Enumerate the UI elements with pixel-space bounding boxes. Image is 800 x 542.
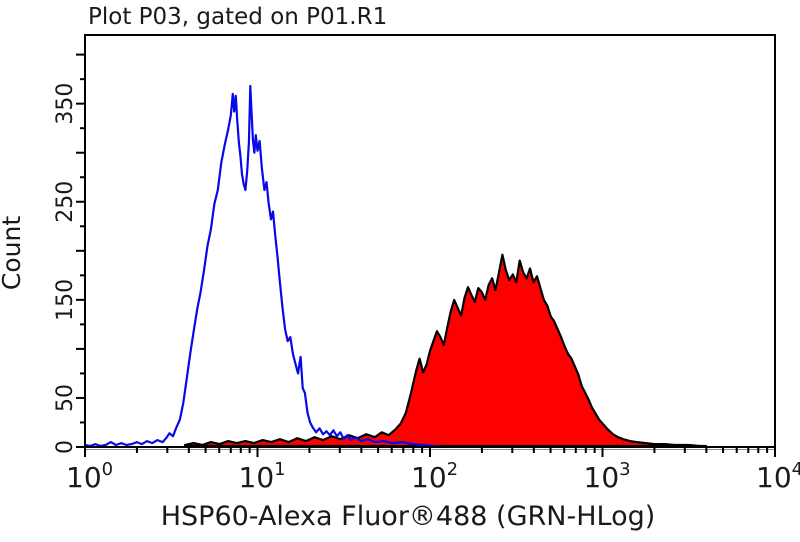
red-filled-histogram bbox=[184, 253, 708, 449]
x-tick-exponent: 2 bbox=[447, 459, 458, 480]
x-tick-label: 103 bbox=[584, 459, 631, 494]
x-tick-exponent: 1 bbox=[274, 459, 285, 480]
y-tick-label: 0 bbox=[53, 440, 78, 454]
x-tick-label: 100 bbox=[66, 459, 113, 494]
plot-title: Plot P03, gated on P01.R1 bbox=[88, 4, 387, 30]
x-axis-title: HSP60-Alexa Fluor®488 (GRN-HLog) bbox=[161, 501, 656, 532]
plot-frame bbox=[84, 34, 776, 448]
x-tick-label: 102 bbox=[411, 459, 458, 494]
y-axis-title: Count bbox=[0, 216, 26, 290]
y-tick-label: 50 bbox=[53, 384, 78, 412]
x-tick-label: 104 bbox=[756, 459, 800, 494]
y-tick-label: 250 bbox=[53, 181, 78, 223]
x-tick-label: 101 bbox=[239, 459, 286, 494]
x-tick-exponent: 4 bbox=[792, 459, 800, 480]
y-tick-label: 350 bbox=[53, 83, 78, 125]
x-tick-exponent: 0 bbox=[102, 459, 113, 480]
y-tick-label: 150 bbox=[53, 279, 78, 321]
x-tick-exponent: 3 bbox=[619, 459, 630, 480]
blue-open-histogram bbox=[84, 84, 444, 449]
